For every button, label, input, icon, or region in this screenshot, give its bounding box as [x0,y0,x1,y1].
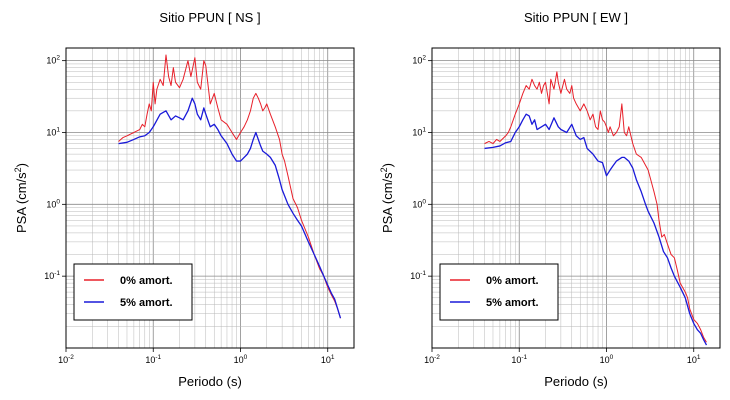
legend-label: 5% amort. [120,297,173,309]
series-line-zero-damping [118,54,341,319]
legend-box [439,263,559,321]
y-tick-label: 10-1 [410,270,426,281]
y-tick-label: 101 [412,126,426,137]
chart-panel-ns: Sitio PPUN [ NS ] 10-2 10-1 100 101 10-1 100 10… [13,10,355,389]
x-tick-label: 10-1 [511,354,527,365]
legend-box [73,263,193,321]
y-tick-label: 100 [412,198,426,209]
legend: 0% amort. 5% amort. [439,263,559,321]
x-tick-label: 10-2 [58,354,74,365]
x-axis-label: Periodo (s) [178,374,242,389]
x-tick-label: 100 [234,354,248,365]
y-tick-label: 100 [46,198,60,209]
chart-title: Sitio PPUN [ EW ] [524,10,628,25]
x-tick-label: 10-1 [145,354,161,365]
y-axis-label: PSA (cm/s2) [13,163,29,233]
y-tick-label: 101 [46,126,60,137]
series-line-five-damping [118,97,342,319]
plot-frame [65,47,355,349]
x-tick-label: 101 [321,354,335,365]
series-line-zero-damping [484,71,707,343]
y-axis-label: PSA (cm/s2) [379,163,395,233]
plot-frame [431,47,721,349]
x-tick-label: 10-2 [424,354,440,365]
legend-label: 0% amort. [120,275,173,287]
chart-title: Sitio PPUN [ NS ] [159,10,260,25]
chart-panel-ew: Sitio PPUN [ EW ] 10-2 10-1 100 101 10-1 100 10… [379,10,721,389]
legend-label: 5% amort. [486,297,539,309]
grid [431,48,721,349]
x-tick-label: 101 [687,354,701,365]
x-axis-label: Periodo (s) [544,374,608,389]
grid [65,48,355,349]
series-line-five-damping [484,113,708,346]
y-tick-label: 10-1 [44,270,60,281]
x-tick-label: 100 [600,354,614,365]
y-tick-label: 102 [46,55,60,66]
y-tick-label: 102 [412,55,426,66]
legend: 0% amort. 5% amort. [73,263,193,321]
legend-label: 0% amort. [486,275,539,287]
